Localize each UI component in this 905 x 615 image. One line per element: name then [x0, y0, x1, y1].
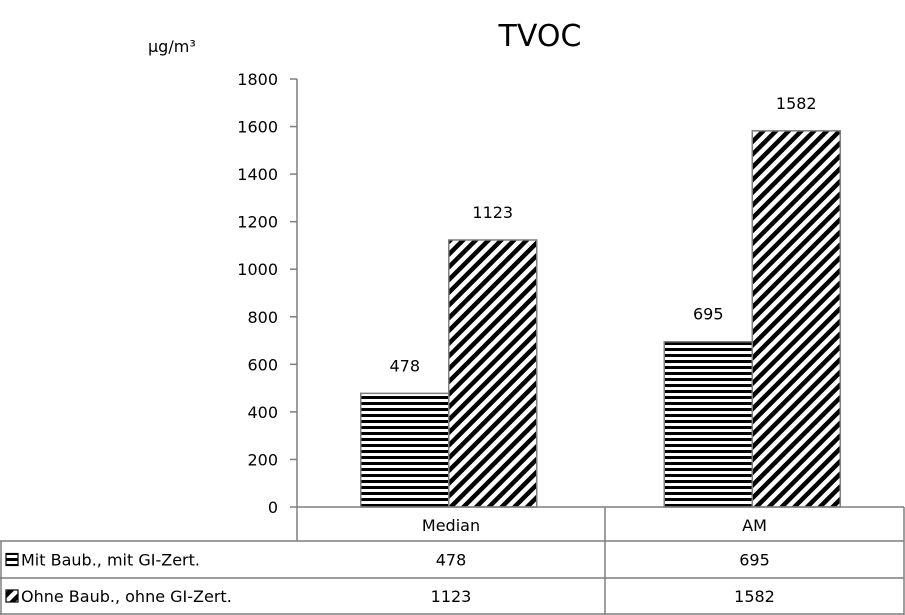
y-tick-label: 1200: [237, 213, 278, 232]
legend-swatch: [5, 552, 19, 567]
bar-2-am: [751, 130, 841, 508]
table-category-header: AM: [742, 516, 767, 535]
y-tick-label: 200: [247, 450, 278, 469]
y-tick-label: 1600: [237, 118, 278, 137]
data-labels: 478 1123 695 1582: [389, 94, 816, 376]
table-category-header: Median: [422, 516, 480, 535]
y-tick-label: 1800: [237, 70, 278, 89]
legend-swatch: [5, 589, 19, 603]
y-tick-label: 800: [247, 308, 278, 327]
chart-title: TVOC: [498, 19, 582, 54]
data-table: Median AM Mit Baub., mit GI-Zert. 478 695 Ohn…: [0, 506, 905, 615]
bar-value-label: 1582: [776, 94, 817, 113]
y-tick-label: 0: [268, 498, 278, 517]
bar-value-label: 478: [389, 356, 420, 375]
legend-series-name: Ohne Baub., ohne GI-Zert.: [21, 587, 232, 606]
table-cell-value: 695: [739, 551, 770, 570]
table-cell-value: 1582: [734, 587, 775, 606]
y-tick-label: 1000: [237, 260, 278, 279]
bars: [360, 130, 841, 508]
legend-series-name: Mit Baub., mit GI-Zert.: [21, 551, 200, 570]
bar-1-median: [360, 392, 450, 508]
bar-1-am: [663, 340, 753, 508]
y-axis-unit-label: µg/m³: [148, 37, 196, 56]
table-cell-value: 478: [436, 551, 467, 570]
bar-value-label: 695: [693, 305, 724, 324]
y-tick-label: 600: [247, 355, 278, 374]
y-tick-label: 1400: [237, 165, 278, 184]
bar-2-median: [448, 239, 538, 508]
y-tick-label: 400: [247, 403, 278, 422]
y-axis-ticks: 0 200 400 600 800 1000 1200 1400 1600 1800: [237, 70, 297, 517]
table-cell-value: 1123: [431, 587, 472, 606]
bar-value-label: 1123: [472, 203, 513, 222]
